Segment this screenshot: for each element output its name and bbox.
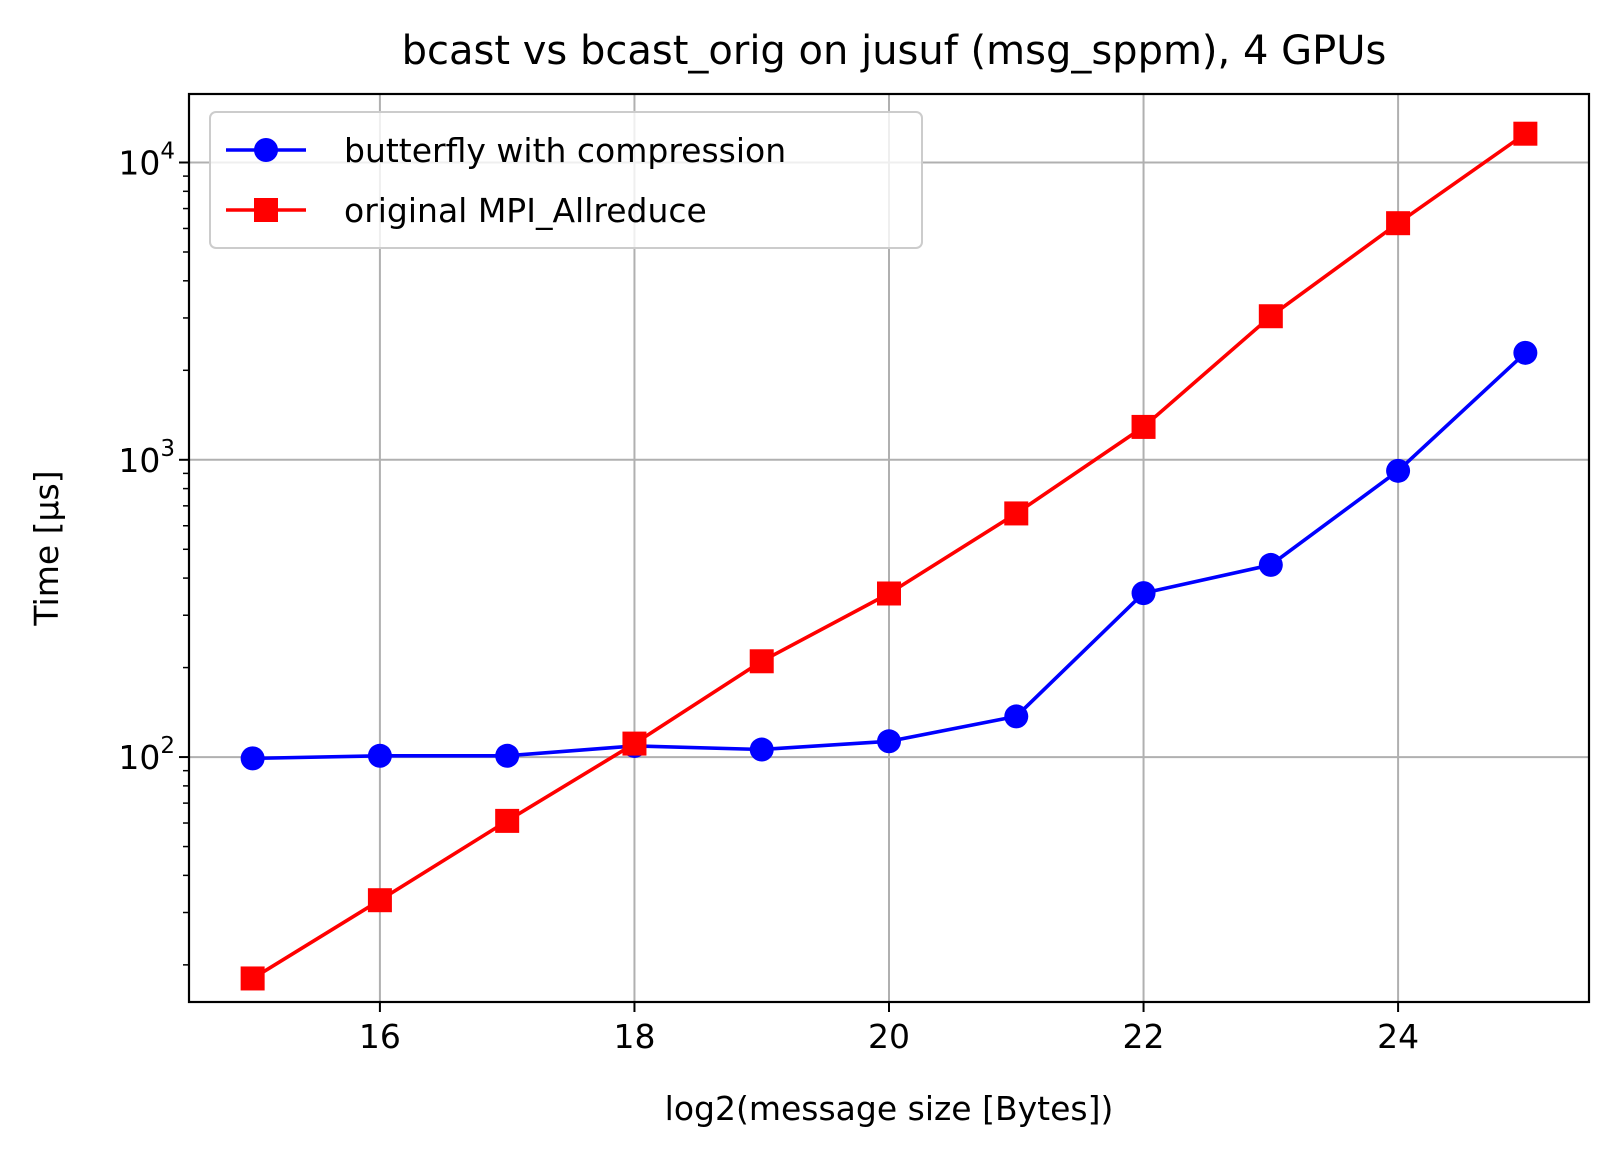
chart-title: bcast vs bcast_orig on jusuf (msg_sppm),… bbox=[402, 28, 1387, 74]
data-point bbox=[1259, 553, 1283, 577]
data-point bbox=[241, 746, 265, 770]
data-point bbox=[1386, 211, 1410, 235]
x-tick-label: 22 bbox=[1123, 1017, 1165, 1056]
legend-label: butterfly with compression bbox=[344, 131, 786, 170]
data-point bbox=[1132, 415, 1156, 439]
data-point bbox=[1132, 581, 1156, 605]
legend-marker bbox=[254, 198, 278, 222]
x-tick-label: 20 bbox=[868, 1017, 910, 1056]
x-tick-label: 24 bbox=[1377, 1017, 1419, 1056]
data-point bbox=[750, 649, 774, 673]
ticks-layer: 16 18 20 22 24 102 103 104 bbox=[118, 139, 1419, 1056]
y-tick-label: 104 bbox=[118, 139, 175, 183]
x-axis-label: log2(message size [Bytes]) bbox=[665, 1089, 1114, 1128]
data-point bbox=[368, 744, 392, 768]
legend-label: original MPI_Allreduce bbox=[344, 191, 707, 230]
data-point bbox=[1513, 122, 1537, 146]
data-point bbox=[877, 581, 901, 605]
legend-marker bbox=[254, 138, 278, 162]
x-tick-label: 18 bbox=[613, 1017, 655, 1056]
data-point bbox=[1004, 704, 1028, 728]
y-tick-label: 102 bbox=[118, 733, 175, 777]
x-tick-label: 16 bbox=[359, 1017, 401, 1056]
y-tick-label: 103 bbox=[118, 436, 175, 480]
data-point bbox=[495, 809, 519, 833]
data-point bbox=[1386, 459, 1410, 483]
legend: butterfly with compression original MPI_A… bbox=[210, 112, 922, 248]
data-point bbox=[241, 966, 265, 990]
data-point bbox=[750, 738, 774, 762]
data-point bbox=[1513, 341, 1537, 365]
data-point bbox=[622, 732, 646, 756]
y-axis-label: Time [µs] bbox=[27, 470, 66, 626]
data-point bbox=[1004, 501, 1028, 525]
data-point bbox=[368, 888, 392, 912]
data-point bbox=[877, 729, 901, 753]
data-point bbox=[1259, 304, 1283, 328]
data-point bbox=[495, 744, 519, 768]
